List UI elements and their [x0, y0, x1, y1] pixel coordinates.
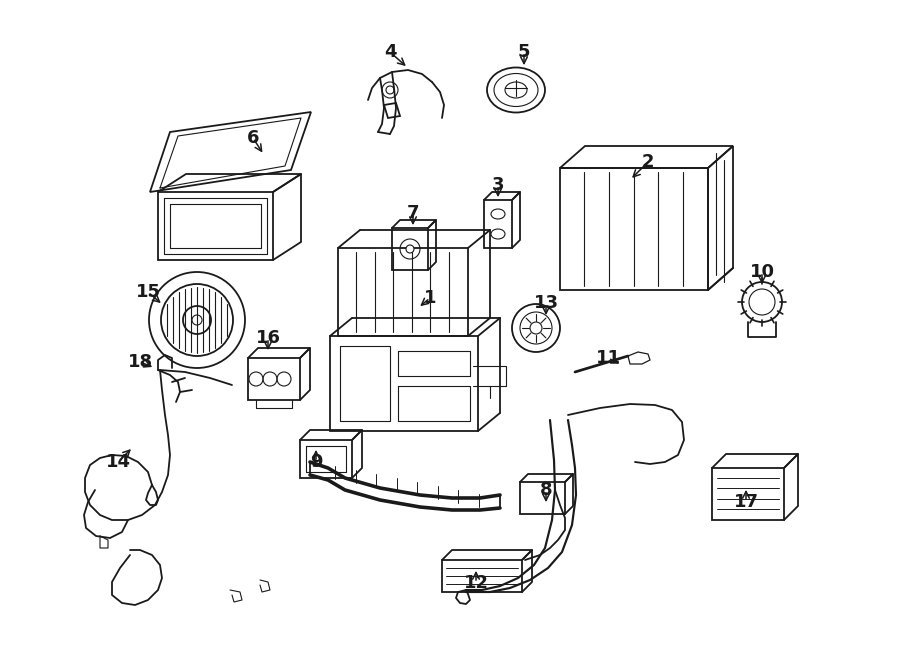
Text: 2: 2 [642, 153, 654, 171]
Text: 15: 15 [136, 283, 160, 301]
Text: 10: 10 [750, 263, 775, 281]
Circle shape [192, 315, 202, 325]
Text: 6: 6 [247, 129, 259, 147]
Text: 11: 11 [596, 349, 620, 367]
Text: 5: 5 [518, 43, 530, 61]
Text: 12: 12 [464, 574, 489, 592]
Text: 14: 14 [105, 453, 130, 471]
Text: 18: 18 [128, 353, 153, 371]
Text: 7: 7 [407, 204, 419, 222]
Text: 17: 17 [734, 493, 759, 511]
Text: 4: 4 [383, 43, 396, 61]
Text: 8: 8 [540, 481, 553, 499]
Text: 16: 16 [256, 329, 281, 347]
Circle shape [406, 245, 414, 253]
Text: 13: 13 [534, 294, 559, 312]
Text: 3: 3 [491, 176, 504, 194]
Text: 1: 1 [424, 289, 436, 307]
Text: 9: 9 [310, 453, 322, 471]
